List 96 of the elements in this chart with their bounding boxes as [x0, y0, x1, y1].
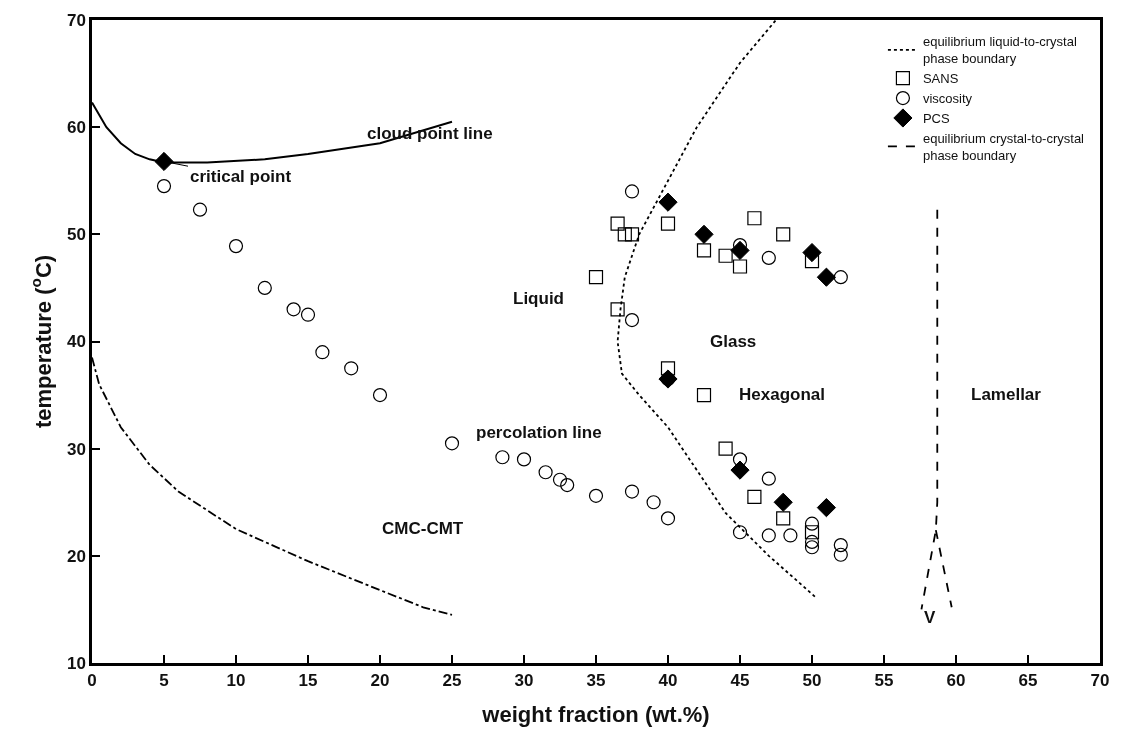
point — [372, 387, 388, 403]
point — [300, 307, 316, 322]
point — [776, 511, 791, 526]
x-tick-label: 55 — [874, 671, 894, 691]
point — [761, 471, 776, 486]
point — [816, 498, 836, 518]
point — [732, 259, 748, 274]
point — [804, 540, 820, 555]
point — [747, 489, 762, 504]
annotation: percolation line — [476, 423, 602, 442]
point — [761, 528, 776, 543]
x-tick-label: 70 — [1090, 671, 1110, 691]
point — [658, 192, 678, 212]
point — [802, 242, 822, 263]
point — [610, 216, 625, 231]
point — [730, 460, 750, 480]
point — [732, 525, 748, 540]
point — [718, 441, 733, 456]
point — [516, 452, 532, 467]
y-tick-label: 70 — [66, 10, 86, 30]
point — [257, 280, 272, 296]
point — [444, 436, 460, 451]
annotation: Lamellar — [971, 385, 1042, 404]
point — [192, 202, 208, 217]
x-tick-label: 50 — [802, 671, 822, 691]
point — [624, 184, 640, 199]
point — [624, 312, 640, 328]
y-tick-label: 30 — [66, 439, 86, 459]
x-tick-label: 10 — [226, 671, 246, 691]
point — [624, 227, 640, 242]
point — [804, 516, 820, 531]
point — [696, 387, 712, 403]
point — [610, 302, 625, 317]
legend-label: equilibrium liquid-to-crystal phase boundary — [922, 34, 1077, 67]
point — [783, 528, 798, 543]
point — [816, 267, 836, 287]
y-tick-label: 20 — [66, 546, 86, 566]
annotation: cloud point line — [367, 124, 493, 143]
point — [730, 240, 750, 261]
point — [660, 216, 676, 231]
annotation: critical point — [190, 167, 292, 186]
point — [694, 224, 714, 244]
x-tick-label: 30 — [514, 671, 534, 691]
x-tick-label: 20 — [370, 671, 390, 691]
x-tick-label: 5 — [159, 671, 169, 691]
point — [344, 361, 359, 376]
point — [646, 495, 661, 510]
x-tick-label: 0 — [87, 671, 97, 691]
annotation: Glass — [710, 332, 757, 351]
point — [286, 302, 301, 317]
point — [495, 450, 510, 465]
point — [660, 511, 676, 526]
y-tick-label: 50 — [66, 225, 86, 245]
point — [588, 488, 604, 503]
legend-label: viscosity — [922, 91, 973, 107]
x-tick-label: 45 — [730, 671, 750, 691]
point — [804, 525, 820, 540]
point — [773, 492, 793, 512]
x-tick-label: 35 — [586, 671, 606, 691]
point — [732, 452, 748, 467]
point — [776, 227, 791, 242]
y-tick-label: 40 — [66, 332, 86, 352]
legend-label: equilibrium crystal-to-crystal phase boundary — [922, 130, 1085, 163]
x-tick-label: 15 — [298, 671, 318, 691]
point — [833, 547, 848, 562]
point — [154, 151, 174, 172]
point — [747, 211, 762, 226]
point — [617, 227, 632, 242]
x-axis-title: weight fraction (wt.%) — [481, 702, 710, 728]
point — [315, 345, 330, 360]
point — [560, 478, 575, 493]
annotation: Hexagonal — [739, 385, 825, 404]
point — [156, 179, 172, 194]
annotation: Liquid — [513, 289, 564, 308]
point — [833, 538, 848, 553]
annotation: V — [924, 608, 936, 627]
x-tick-label: 40 — [658, 671, 678, 691]
point — [804, 534, 820, 549]
point — [228, 239, 244, 254]
point — [588, 270, 604, 285]
point — [696, 243, 712, 258]
y-tick-label: 60 — [66, 118, 86, 138]
legend-label: SANS — [922, 71, 959, 87]
y-tick-label: 10 — [66, 653, 86, 673]
point — [804, 254, 820, 269]
x-tick-label: 60 — [946, 671, 966, 691]
x-tick-label: 65 — [1018, 671, 1038, 691]
x-tick-label: 25 — [442, 671, 462, 691]
legend-label: PCS — [922, 111, 950, 127]
point — [833, 270, 848, 285]
point — [761, 250, 776, 265]
point — [718, 248, 733, 263]
annotation: CMC-CMT — [382, 519, 464, 538]
point — [552, 472, 568, 487]
point — [538, 465, 553, 480]
point — [624, 484, 640, 499]
